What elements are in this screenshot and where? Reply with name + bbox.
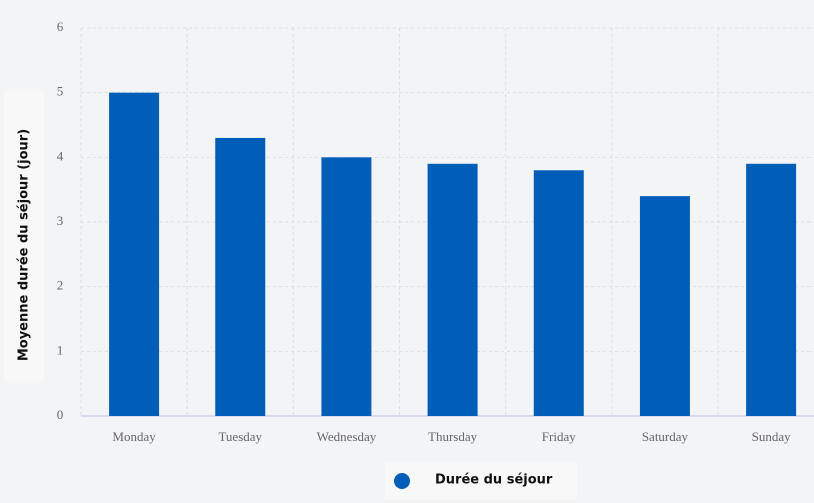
y-tick-label: 2	[57, 278, 64, 293]
y-tick-label: 5	[57, 84, 64, 99]
y-tick-label: 4	[57, 148, 64, 163]
x-tick-label: Thursday	[428, 429, 478, 444]
y-tick-label: 3	[57, 213, 64, 228]
legend-label: Durée du séjour	[435, 473, 553, 488]
bar	[427, 163, 478, 416]
y-tick-label: 6	[57, 19, 64, 34]
bar	[533, 170, 584, 416]
bar	[639, 196, 690, 416]
x-tick-label: Friday	[542, 429, 576, 444]
legend-marker	[394, 473, 410, 489]
y-tick-label: 1	[57, 342, 64, 357]
x-tick-label: Sunday	[752, 429, 792, 444]
y-axis-title: Moyenne durée du séjour (jour)	[17, 129, 32, 361]
bar	[109, 92, 160, 417]
y-label-box	[4, 90, 44, 382]
x-tick-label: Wednesday	[317, 429, 377, 444]
x-tick-label: Monday	[112, 429, 156, 444]
y-tick-label: 0	[57, 407, 64, 422]
bar	[746, 163, 797, 416]
bar	[321, 157, 372, 417]
bar	[215, 137, 266, 416]
legend-box	[385, 462, 577, 500]
x-tick-label: Tuesday	[218, 429, 262, 444]
x-tick-label: Saturday	[642, 429, 689, 444]
